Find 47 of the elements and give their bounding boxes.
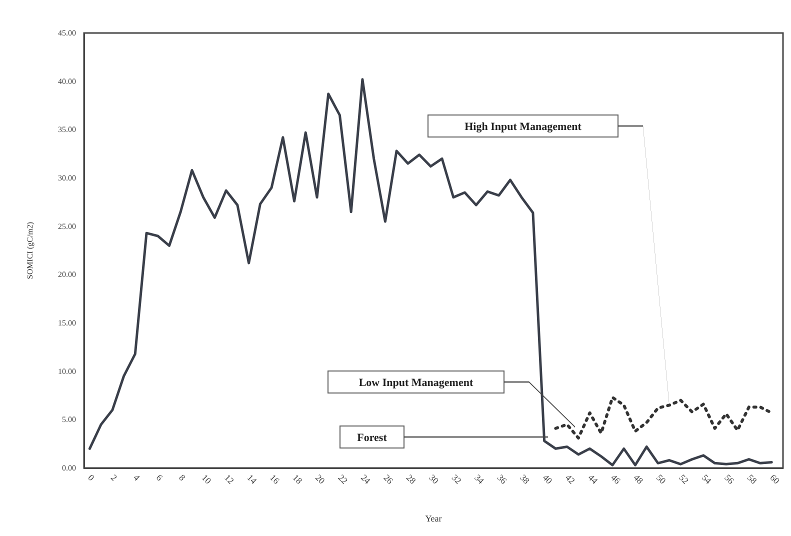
x-tick-label: 38 xyxy=(518,472,532,486)
x-tick-label: 44 xyxy=(586,472,600,486)
y-tick-label: 20.00 xyxy=(58,270,76,280)
x-tick-label: 28 xyxy=(404,472,418,486)
x-tick-label: 36 xyxy=(495,472,510,486)
x-axis-title: Year xyxy=(425,514,442,524)
x-tick-label: 8 xyxy=(177,472,188,484)
x-tick-label: 34 xyxy=(472,472,486,486)
x-tick-label: 12 xyxy=(222,472,236,486)
x-tick-label: 22 xyxy=(336,472,350,486)
annotation: Forest xyxy=(357,432,388,444)
x-tick-label: 24 xyxy=(358,472,373,486)
x-tick-label: 46 xyxy=(608,472,623,486)
y-tick-label: 40.00 xyxy=(58,76,76,86)
x-tick-label: 30 xyxy=(427,472,441,486)
x-tick-label: 2 xyxy=(108,472,120,483)
x-tick-label: 26 xyxy=(382,472,396,486)
x-tick-label: 10 xyxy=(200,472,214,486)
x-tick-label: 54 xyxy=(700,472,714,486)
y-tick-label: 30.00 xyxy=(58,174,76,182)
y-tick-label: 0.00 xyxy=(62,464,76,472)
x-tick-label: 56 xyxy=(722,472,736,486)
x-tick-label: 42 xyxy=(564,472,577,486)
x-tick-label: 14 xyxy=(245,472,260,486)
x-tick-label: 20 xyxy=(313,472,328,486)
x-tick-label: 50 xyxy=(654,472,668,486)
y-tick-label: 10.00 xyxy=(58,366,76,376)
x-tick-label: 48 xyxy=(632,472,646,486)
x-tick-label: 58 xyxy=(745,472,760,486)
x-tick-label: 40 xyxy=(540,472,555,486)
x-tick-label: 52 xyxy=(677,472,691,486)
y-tick-label: 5.00 xyxy=(62,415,76,424)
x-tick-label: 16 xyxy=(268,472,282,486)
x-tick-label: 6 xyxy=(154,472,165,484)
y-tick-label: 25.00 xyxy=(58,222,76,231)
annotation: High Input Management xyxy=(464,121,582,133)
y-tick-label: 35.00 xyxy=(58,125,76,134)
y-tick-label: 15.00 xyxy=(58,318,76,328)
y-axis-title: SOMICI (gC/m2) xyxy=(26,222,34,280)
line-series xyxy=(554,396,774,440)
x-tick-label: 18 xyxy=(290,472,305,486)
x-tick-label: 0 xyxy=(86,472,97,484)
x-tick-label: 32 xyxy=(450,472,464,486)
annotation: Low Input Management xyxy=(358,377,474,389)
x-tick-label: 60 xyxy=(768,472,782,486)
x-tick-label: 4 xyxy=(132,472,142,484)
y-tick-label: 45.00 xyxy=(58,28,76,38)
